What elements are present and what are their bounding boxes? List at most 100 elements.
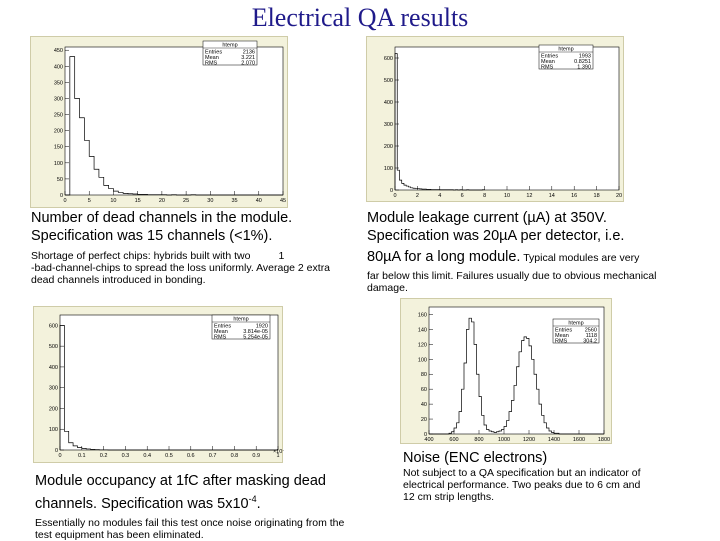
stats-row-label: RMS [205,61,218,67]
x-tick-label: 45 [280,198,286,204]
y-tick-label: 120 [418,342,427,348]
stats-box-title: htemp [222,43,237,49]
stats-row-value: 2136 [243,50,255,56]
histogram-bars [394,53,485,191]
stats-row-value: 0.8251 [574,59,591,65]
y-tick-label: 200 [49,406,58,412]
caption-occupancy: Module occupancy at 1fC after masking de… [35,473,345,541]
stats-row-label: Mean [214,329,228,335]
x-tick-label: 0.7 [209,453,217,459]
y-tick-label: 100 [418,357,427,363]
plot-frame [64,46,284,196]
stats-row-label: Entries [205,50,222,56]
x-tick-label: 35 [231,198,237,204]
noise-histogram: 160 140 120 100 80 60 40 20 0 400 600 800 1000 1200 14… [400,298,612,444]
y-tick-label: 300 [384,122,393,128]
y-tick-label: 250 [54,113,63,119]
y-tick-label: 60 [421,387,427,393]
x-tick-label: 0.3 [122,453,130,459]
y-tick-label: 400 [49,365,58,371]
stats-row-value: 1920 [256,324,268,330]
y-tick-label: 500 [49,344,58,350]
y-tick-label: 500 [384,78,393,84]
stats-row-label: RMS [555,339,568,345]
stats-row-value: 3.814e-05 [243,329,268,335]
axis-labels: 450 400 350 300 250 200 150 100 50 00 5 10 15 20 25 30 3… [54,48,286,204]
dead-channels-histogram: 450 400 350 300 250 200 150 100 50 0 0 5 10 15 20 25 30 3… [30,36,288,208]
y-tick-label: 400 [54,64,63,70]
stats-row-value: 2560 [585,328,597,334]
x-tick-label: 14 [549,193,555,199]
y-tick-label: 200 [384,144,393,150]
histogram-bars [429,317,604,435]
x-tick-label: 10 [504,193,510,199]
y-tick-label: 0 [424,432,427,438]
stats-row-value: 3.221 [241,55,255,61]
x-tick-label: 10 [110,198,116,204]
y-tick-label: 0 [390,188,393,194]
y-tick-label: 140 [418,327,427,333]
y-tick-label: 40 [421,402,427,408]
y-tick-label: 0 [60,193,63,199]
x-tick-label: 25 [183,198,189,204]
occupancy-histogram: 600 500 400 300 200 100 0 0 0.1 0.2 0.3 0.4 0.5 0.6 0.… [33,306,284,463]
y-tick-label: 200 [54,129,63,135]
x-tick-label: 1800 [598,437,610,443]
slide-title: Electrical QA results [251,3,469,32]
x-tick-label: 1400 [548,437,560,443]
y-tick-label: 0 [55,448,58,454]
stats-row-label: Mean [205,55,219,61]
x-tick-label: 800 [474,437,483,443]
x-tick-label: 12 [526,193,532,199]
x-tick-label: 400 [424,437,433,443]
stats-row-value: 1993 [579,54,591,60]
x-tick-label: 8 [483,193,486,199]
histogram-bars [65,56,283,196]
x-tick-label: 1000 [498,437,510,443]
x-tick-label: 0 [393,193,396,199]
y-tick-label: 600 [49,323,58,329]
x-tick-label: 18 [594,193,600,199]
stats-box-frame [211,314,271,340]
stats-box-title: htemp [568,321,583,327]
x-tick-label: 2 [416,193,419,199]
y-tick-label: 80 [421,372,427,378]
stats-box-title: htemp [558,47,573,53]
stats-box-frame [202,40,258,66]
x-tick-label: 6 [461,193,464,199]
stats-row-value: 5.254e-05 [243,335,268,341]
x-tick-label: 0.4 [143,453,151,459]
x-tick-label: 1 [276,453,279,459]
x-tick-label: 0.1 [78,453,86,459]
y-tick-label: 400 [384,100,393,106]
x-axis-multiplier: ×10⁻³ [273,449,284,455]
stats-box-frame [552,318,600,344]
x-tick-label: 0.2 [100,453,108,459]
y-tick-label: 50 [57,177,63,183]
leakage-current-histogram: 600 500 400 300 200 100 0 0 2 4 6 8 10 12 14 16 18 20 htem… [366,36,624,202]
x-tick-label: 5 [88,198,91,204]
y-tick-label: 600 [384,56,393,62]
y-tick-label: 300 [54,96,63,102]
y-tick-label: 100 [54,161,63,167]
caption-dead-channels-detail: Shortage of perfect chips: hybrids built… [31,250,331,286]
y-tick-label: 100 [49,427,58,433]
stats-row-label: RMS [541,65,554,71]
caption-noise: Noise (ENC electrons) [403,450,548,466]
stats-row-label: Entries [555,328,572,334]
stats-row-label: RMS [214,335,227,341]
y-tick-label: 150 [54,145,63,151]
x-tick-label: 600 [449,437,458,443]
x-tick-label: 20 [616,193,622,199]
caption-noise-detail: Not subject to a QA specification but an… [403,467,641,503]
plot-frame [394,46,620,191]
stats-row-value: 1118 [586,333,597,339]
stats-row-label: Entries [214,324,231,330]
y-tick-label: 300 [49,386,58,392]
x-tick-label: 15 [135,198,141,204]
